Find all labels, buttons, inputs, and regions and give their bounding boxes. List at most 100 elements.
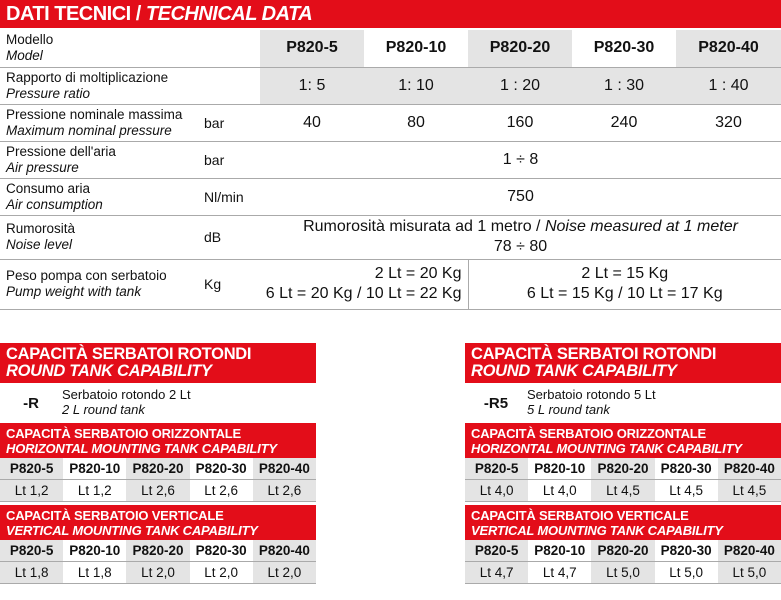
table-row: Consumo aria Air consumption Nl/min 750 — [0, 178, 781, 216]
tank-description: Serbatoio rotondo 5 Lt 5 L round tank — [527, 387, 656, 417]
capacity-cell: Lt 2,6 — [252, 479, 316, 502]
capacity-cell: Lt 4,5 — [717, 479, 781, 502]
capacity-cell: Lt 1,8 — [0, 561, 64, 584]
noise-note-en: Noise measured at 1 meter — [544, 218, 738, 235]
capacity-cell: Lt 4,5 — [591, 479, 655, 502]
model-cell: P820-10 — [63, 540, 127, 562]
row-label: Modello Model — [0, 30, 204, 68]
value-cell: 160 — [468, 104, 572, 142]
capacity-cell: Lt 4,7 — [528, 561, 592, 584]
vertical-capacity-table: P820-5 P820-10 P820-20 P820-30 P820-40 Lt 1,… — [0, 540, 316, 584]
empty-cell — [204, 30, 260, 68]
value-cell: 1: 5 — [260, 67, 364, 105]
model-cell: P820-20 — [126, 540, 190, 562]
row-label: Consumo aria Air consumption — [0, 178, 204, 216]
model-cell: P820-5 — [0, 458, 64, 480]
header-title-en: TECHNICAL DATA — [145, 3, 313, 25]
value-cell: Rumorosità misurata ad 1 metro / Noise m… — [260, 215, 781, 260]
empty-cell — [204, 67, 260, 105]
value-cell: 2 Lt = 20 Kg 6 Lt = 20 Kg / 10 Lt = 22 Kg — [260, 259, 468, 310]
table-row: Lt 1,8 Lt 1,8 Lt 2,0 Lt 2,0 Lt 2,0 — [0, 561, 316, 584]
capacity-cell: Lt 4,7 — [465, 561, 529, 584]
model-cell: P820-20 — [591, 540, 655, 562]
technical-data-table: Modello Model P820-5 P820-10 P820-20 P820… — [0, 30, 781, 310]
tank-code-row: -R Serbatoio rotondo 2 Lt 2 L round tank — [0, 383, 316, 423]
noise-note-it: Rumorosità misurata ad 1 metro / — [303, 218, 541, 235]
model-cell: P820-5 — [260, 30, 364, 68]
unit-cell: dB — [204, 215, 260, 260]
value-cell: 750 — [260, 178, 781, 216]
vertical-subheader: CAPACITÀ SERBATOIO VERTICALE VERTICAL MOU… — [0, 505, 316, 540]
table-row: Rapporto di moltiplicazione Pressure rati… — [0, 67, 781, 105]
table-row: Lt 1,2 Lt 1,2 Lt 2,6 Lt 2,6 Lt 2,6 — [0, 479, 316, 502]
model-cell: P820-10 — [528, 540, 592, 562]
model-cell: P820-40 — [717, 458, 781, 480]
table-row: P820-5 P820-10 P820-20 P820-30 P820-40 — [0, 540, 316, 562]
capacity-cell: Lt 2,6 — [189, 479, 253, 502]
capacity-cell: Lt 1,2 — [0, 479, 64, 502]
table-row: Pressione dell'aria Air pressure bar 1 ÷ … — [0, 141, 781, 179]
capacity-cell: Lt 1,8 — [63, 561, 127, 584]
model-cell: P820-30 — [654, 540, 718, 562]
table-row: Lt 4,7 Lt 4,7 Lt 5,0 Lt 5,0 Lt 5,0 — [465, 561, 781, 584]
capacity-cell: Lt 4,0 — [465, 479, 529, 502]
unit-cell: Kg — [204, 259, 260, 310]
table-row: Modello Model P820-5 P820-10 P820-20 P820… — [0, 30, 781, 68]
capacity-cell: Lt 4,0 — [528, 479, 592, 502]
table-row: P820-5 P820-10 P820-20 P820-30 P820-40 — [465, 540, 781, 562]
value-cell: 1 : 20 — [468, 67, 572, 105]
capacity-cell: Lt 5,0 — [717, 561, 781, 584]
tank-description: Serbatoio rotondo 2 Lt 2 L round tank — [62, 387, 191, 417]
row-label: Peso pompa con serbatoio Pump weight with… — [0, 259, 204, 310]
row-label: Rumorosità Noise level — [0, 215, 204, 260]
capacity-cell: Lt 5,0 — [654, 561, 718, 584]
table-row: P820-5 P820-10 P820-20 P820-30 P820-40 — [0, 458, 316, 480]
model-cell: P820-5 — [465, 458, 529, 480]
vertical-subheader: CAPACITÀ SERBATOIO VERTICALE VERTICAL MOU… — [465, 505, 781, 540]
model-cell: P820-5 — [0, 540, 64, 562]
model-cell: P820-40 — [717, 540, 781, 562]
panel-title: CAPACITÀ SERBATOI ROTONDI ROUND TANK CAPA… — [465, 343, 781, 383]
value-cell: 1 : 40 — [676, 67, 781, 105]
model-cell: P820-30 — [189, 458, 253, 480]
table-row: Rumorosità Noise level dB Rumorosità misu… — [0, 215, 781, 260]
panel-title: CAPACITÀ SERBATOI ROTONDI ROUND TANK CAPA… — [0, 343, 316, 383]
round-tank-panel-right: CAPACITÀ SERBATOI ROTONDI ROUND TANK CAPA… — [465, 343, 781, 584]
model-cell: P820-40 — [676, 30, 781, 68]
value-cell: 1 : 30 — [572, 67, 676, 105]
section-header: DATI TECNICI / TECHNICAL DATA — [0, 0, 781, 28]
capacity-cell: Lt 2,0 — [189, 561, 253, 584]
capacity-cell: Lt 2,0 — [252, 561, 316, 584]
model-cell: P820-20 — [591, 458, 655, 480]
model-cell: P820-30 — [572, 30, 676, 68]
model-cell: P820-5 — [465, 540, 529, 562]
row-label: Pressione nominale massima Maximum nomina… — [0, 104, 204, 142]
table-row: P820-5 P820-10 P820-20 P820-30 P820-40 — [465, 458, 781, 480]
capacity-cell: Lt 2,0 — [126, 561, 190, 584]
value-cell: 320 — [676, 104, 781, 142]
row-label: Pressione dell'aria Air pressure — [0, 141, 204, 179]
model-cell: P820-40 — [252, 540, 316, 562]
value-cell: 1 ÷ 8 — [260, 141, 781, 179]
row-label: Rapporto di moltiplicazione Pressure rati… — [0, 67, 204, 105]
value-cell: 240 — [572, 104, 676, 142]
horizontal-capacity-table: P820-5 P820-10 P820-20 P820-30 P820-40 Lt 4,… — [465, 458, 781, 502]
header-title-it: DATI TECNICI / — [6, 3, 141, 25]
tank-code: -R — [23, 395, 39, 412]
capacity-cell: Lt 4,5 — [654, 479, 718, 502]
capacity-cell: Lt 2,6 — [126, 479, 190, 502]
vertical-capacity-table: P820-5 P820-10 P820-20 P820-30 P820-40 Lt 4,… — [465, 540, 781, 584]
tank-code-row: -R5 Serbatoio rotondo 5 Lt 5 L round tank — [465, 383, 781, 423]
model-cell: P820-10 — [63, 458, 127, 480]
round-tank-panel-left: CAPACITÀ SERBATOI ROTONDI ROUND TANK CAPA… — [0, 343, 316, 584]
model-cell: P820-10 — [528, 458, 592, 480]
horizontal-subheader: CAPACITÀ SERBATOIO ORIZZONTALE HORIZONTAL… — [0, 423, 316, 458]
model-cell: P820-30 — [654, 458, 718, 480]
value-cell: 1: 10 — [364, 67, 468, 105]
table-row: Pressione nominale massima Maximum nomina… — [0, 104, 781, 142]
tank-code: -R5 — [483, 395, 509, 412]
model-cell: P820-20 — [468, 30, 572, 68]
horizontal-capacity-table: P820-5 P820-10 P820-20 P820-30 P820-40 Lt 1,… — [0, 458, 316, 502]
table-row: Peso pompa con serbatoio Pump weight with… — [0, 259, 781, 310]
model-cell: P820-20 — [126, 458, 190, 480]
